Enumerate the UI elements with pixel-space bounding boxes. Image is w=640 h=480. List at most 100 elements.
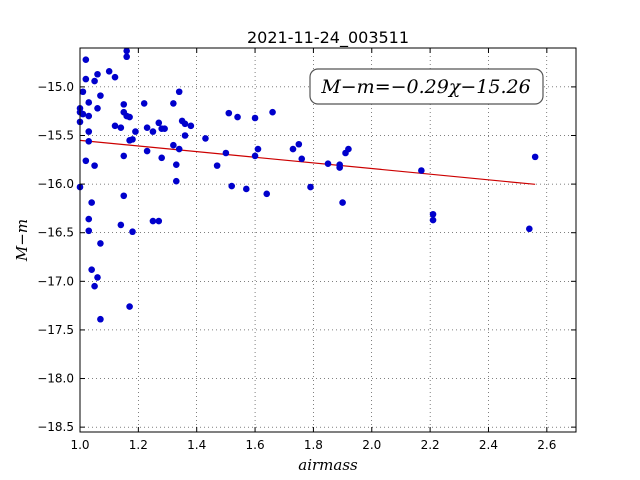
data-point bbox=[105, 68, 113, 75]
data-point bbox=[155, 119, 163, 127]
data-point bbox=[85, 99, 93, 106]
data-point bbox=[97, 92, 104, 99]
data-point bbox=[234, 113, 241, 121]
fit-line-group bbox=[79, 139, 536, 185]
data-point bbox=[117, 124, 125, 132]
data-point bbox=[187, 122, 195, 130]
x-tick-label: 1.4 bbox=[187, 438, 206, 452]
data-point bbox=[94, 274, 101, 281]
y-tick-labels: −15.0 −15.5 −16.0 −16.5 −17.0 −17.5 −18.0 −18.5 bbox=[37, 80, 74, 434]
data-point bbox=[120, 192, 128, 200]
data-point bbox=[531, 153, 539, 161]
data-point bbox=[336, 164, 343, 171]
x-tick-label: 2.2 bbox=[421, 438, 440, 452]
data-point bbox=[85, 215, 93, 223]
y-tick-label: −16.5 bbox=[37, 226, 74, 240]
data-point bbox=[418, 167, 425, 174]
data-point bbox=[91, 77, 98, 85]
data-point bbox=[82, 157, 90, 165]
x-tick-label: 1.2 bbox=[129, 438, 148, 452]
x-tick-label: 2.0 bbox=[362, 438, 381, 452]
data-point bbox=[339, 199, 346, 206]
fit-equation-box: M−m=−0.29χ−15.26 bbox=[309, 68, 544, 105]
x-tick-label: 1.0 bbox=[70, 438, 89, 452]
data-point bbox=[111, 73, 119, 81]
x-tick-labels: 1.0 1.2 1.4 1.6 1.8 2.0 2.2 2.4 2.6 bbox=[70, 438, 556, 452]
data-point bbox=[172, 161, 180, 168]
y-tick-label: −15.0 bbox=[37, 80, 74, 94]
data-point bbox=[222, 149, 230, 157]
data-point bbox=[94, 104, 101, 112]
data-point bbox=[170, 141, 177, 149]
data-point bbox=[143, 147, 151, 155]
data-point bbox=[143, 124, 151, 132]
data-point bbox=[79, 110, 87, 118]
plot-frame bbox=[79, 47, 577, 433]
data-point bbox=[175, 88, 183, 96]
data-point bbox=[429, 216, 437, 224]
data-point bbox=[243, 185, 250, 193]
data-point bbox=[254, 145, 262, 153]
data-point bbox=[126, 113, 133, 121]
fit-line bbox=[79, 139, 536, 185]
data-point bbox=[132, 128, 139, 135]
data-point bbox=[526, 225, 533, 233]
data-point bbox=[82, 56, 90, 63]
data-point bbox=[161, 125, 168, 132]
data-point bbox=[202, 135, 209, 142]
fit-equation: M−m=−0.29χ−15.26 bbox=[320, 76, 530, 98]
data-point bbox=[123, 53, 130, 61]
tick-marks bbox=[79, 48, 576, 432]
plot-area bbox=[80, 48, 576, 432]
data-points bbox=[76, 47, 539, 323]
data-point bbox=[149, 128, 157, 135]
data-point bbox=[88, 266, 95, 273]
data-point bbox=[117, 221, 125, 229]
data-point bbox=[298, 155, 306, 163]
data-point bbox=[289, 145, 297, 153]
data-point bbox=[228, 182, 236, 190]
data-point bbox=[79, 88, 87, 96]
y-axis-label: M−m bbox=[13, 219, 31, 262]
data-point bbox=[225, 109, 233, 117]
data-point bbox=[120, 152, 128, 160]
data-point bbox=[158, 154, 165, 162]
data-point bbox=[251, 152, 259, 160]
data-point bbox=[85, 112, 93, 120]
data-point bbox=[85, 138, 93, 145]
y-tick-label: −17.5 bbox=[37, 323, 74, 337]
data-point bbox=[155, 217, 163, 225]
data-point bbox=[85, 227, 93, 235]
data-point bbox=[82, 75, 90, 83]
data-point bbox=[181, 120, 189, 128]
y-tick-label: −18.0 bbox=[37, 372, 74, 386]
x-tick-label: 1.6 bbox=[246, 438, 265, 452]
data-point bbox=[91, 162, 98, 169]
data-point bbox=[307, 183, 314, 191]
data-point bbox=[175, 145, 183, 153]
data-point bbox=[429, 210, 437, 218]
data-point bbox=[111, 122, 119, 130]
data-point bbox=[85, 128, 93, 135]
data-point bbox=[213, 162, 221, 169]
data-point bbox=[97, 240, 104, 247]
data-point bbox=[345, 145, 352, 153]
data-point bbox=[181, 132, 189, 139]
data-point bbox=[126, 303, 133, 310]
data-point bbox=[251, 114, 259, 122]
x-tick-label: 1.8 bbox=[304, 438, 323, 452]
data-point bbox=[129, 228, 136, 236]
data-point bbox=[324, 160, 332, 167]
chart-title: 2021-11-24_003511 bbox=[247, 28, 409, 48]
data-point bbox=[97, 315, 104, 323]
data-point bbox=[172, 177, 180, 185]
data-point bbox=[269, 108, 276, 116]
y-tick-label: −17.0 bbox=[37, 274, 74, 288]
y-tick-label: −16.0 bbox=[37, 177, 74, 191]
y-tick-label: −15.5 bbox=[37, 128, 74, 142]
y-tick-label: −18.5 bbox=[37, 420, 74, 434]
data-point bbox=[91, 282, 98, 290]
x-tick-label: 2.6 bbox=[537, 438, 556, 452]
data-point bbox=[120, 101, 128, 108]
